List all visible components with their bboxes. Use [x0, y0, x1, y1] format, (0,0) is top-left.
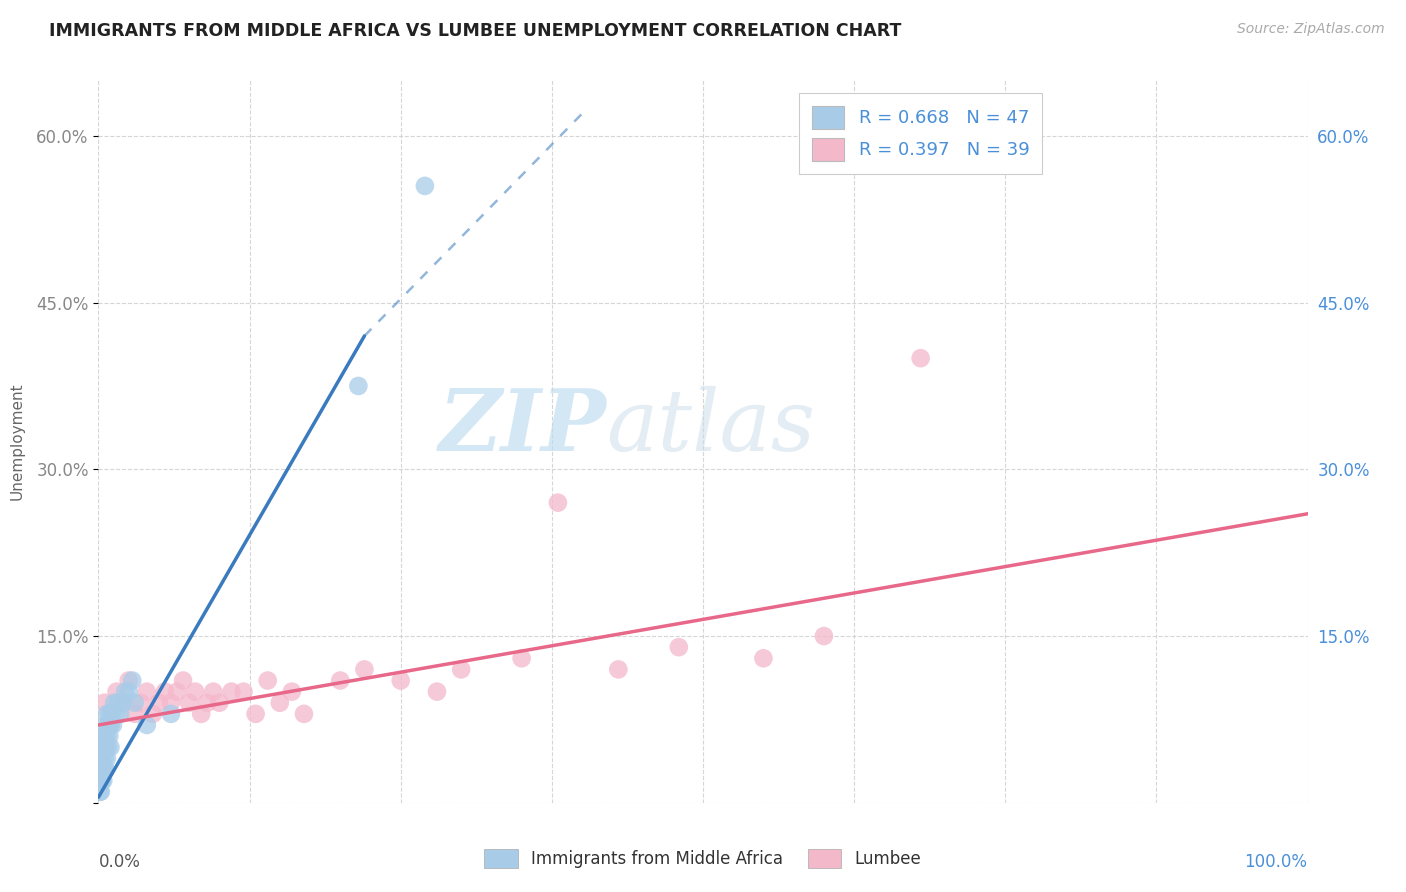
Text: 100.0%: 100.0% — [1244, 854, 1308, 871]
Point — [93, 763, 115, 777]
Point — [190, 706, 212, 721]
Text: IMMIGRANTS FROM MIDDLE AFRICA VS LUMBEE UNEMPLOYMENT CORRELATION CHART: IMMIGRANTS FROM MIDDLE AFRICA VS LUMBEE … — [49, 22, 901, 40]
Point — [90, 751, 112, 765]
Point — [107, 696, 129, 710]
Point — [153, 684, 176, 698]
Point — [256, 673, 278, 688]
Point — [124, 706, 146, 721]
Point — [813, 629, 835, 643]
Point — [100, 718, 122, 732]
Point — [121, 673, 143, 688]
Point — [93, 740, 115, 755]
Point — [101, 718, 124, 732]
Point — [90, 740, 112, 755]
Point — [111, 696, 134, 710]
Point — [389, 673, 412, 688]
Point — [129, 696, 152, 710]
Point — [105, 684, 128, 698]
Point — [90, 763, 112, 777]
Y-axis label: Unemployment: Unemployment — [10, 383, 25, 500]
Point — [93, 696, 115, 710]
Point — [100, 740, 122, 755]
Point — [135, 684, 157, 698]
Point — [96, 729, 118, 743]
Point — [450, 662, 472, 676]
Text: ZIP: ZIP — [439, 385, 606, 469]
Point — [135, 718, 157, 732]
Point — [89, 773, 111, 788]
Point — [91, 751, 114, 765]
Point — [96, 751, 118, 765]
Point — [97, 718, 120, 732]
Point — [160, 706, 183, 721]
Point — [124, 696, 146, 710]
Point — [202, 684, 225, 698]
Point — [90, 785, 112, 799]
Point — [142, 706, 165, 721]
Point — [347, 379, 370, 393]
Point — [221, 684, 243, 698]
Point — [103, 696, 125, 710]
Point — [245, 706, 267, 721]
Point — [91, 740, 114, 755]
Point — [179, 696, 201, 710]
Point — [910, 351, 932, 366]
Legend: Immigrants from Middle Africa, Lumbee: Immigrants from Middle Africa, Lumbee — [478, 842, 928, 875]
Point — [547, 496, 569, 510]
Point — [94, 763, 117, 777]
Point — [160, 696, 183, 710]
Point — [510, 651, 533, 665]
Point — [89, 763, 111, 777]
Point — [184, 684, 207, 698]
Point — [208, 696, 231, 710]
Point — [752, 651, 775, 665]
Point — [90, 773, 112, 788]
Point — [91, 763, 114, 777]
Point — [94, 740, 117, 755]
Point — [413, 178, 436, 193]
Point — [118, 684, 141, 698]
Point — [166, 684, 188, 698]
Point — [329, 673, 352, 688]
Point — [172, 673, 194, 688]
Point — [100, 706, 122, 721]
Point — [98, 729, 121, 743]
Point — [148, 696, 170, 710]
Point — [91, 773, 114, 788]
Point — [91, 729, 114, 743]
Point — [426, 684, 449, 698]
Point — [105, 706, 128, 721]
Point — [91, 773, 114, 788]
Point — [93, 751, 115, 765]
Point — [269, 696, 291, 710]
Point — [97, 740, 120, 755]
Point — [111, 696, 134, 710]
Point — [353, 662, 375, 676]
Point — [91, 763, 114, 777]
Point — [93, 729, 115, 743]
Point — [232, 684, 254, 698]
Point — [89, 785, 111, 799]
Point — [195, 696, 218, 710]
Text: Source: ZipAtlas.com: Source: ZipAtlas.com — [1237, 22, 1385, 37]
Point — [118, 673, 141, 688]
Point — [96, 706, 118, 721]
Point — [94, 718, 117, 732]
Legend: R = 0.668   N = 47, R = 0.397   N = 39: R = 0.668 N = 47, R = 0.397 N = 39 — [799, 93, 1042, 174]
Point — [91, 740, 114, 755]
Point — [668, 640, 690, 655]
Point — [108, 706, 131, 721]
Point — [607, 662, 630, 676]
Point — [98, 706, 121, 721]
Point — [100, 718, 122, 732]
Point — [114, 684, 136, 698]
Point — [281, 684, 304, 698]
Text: 0.0%: 0.0% — [98, 854, 141, 871]
Point — [292, 706, 315, 721]
Text: atlas: atlas — [606, 385, 815, 468]
